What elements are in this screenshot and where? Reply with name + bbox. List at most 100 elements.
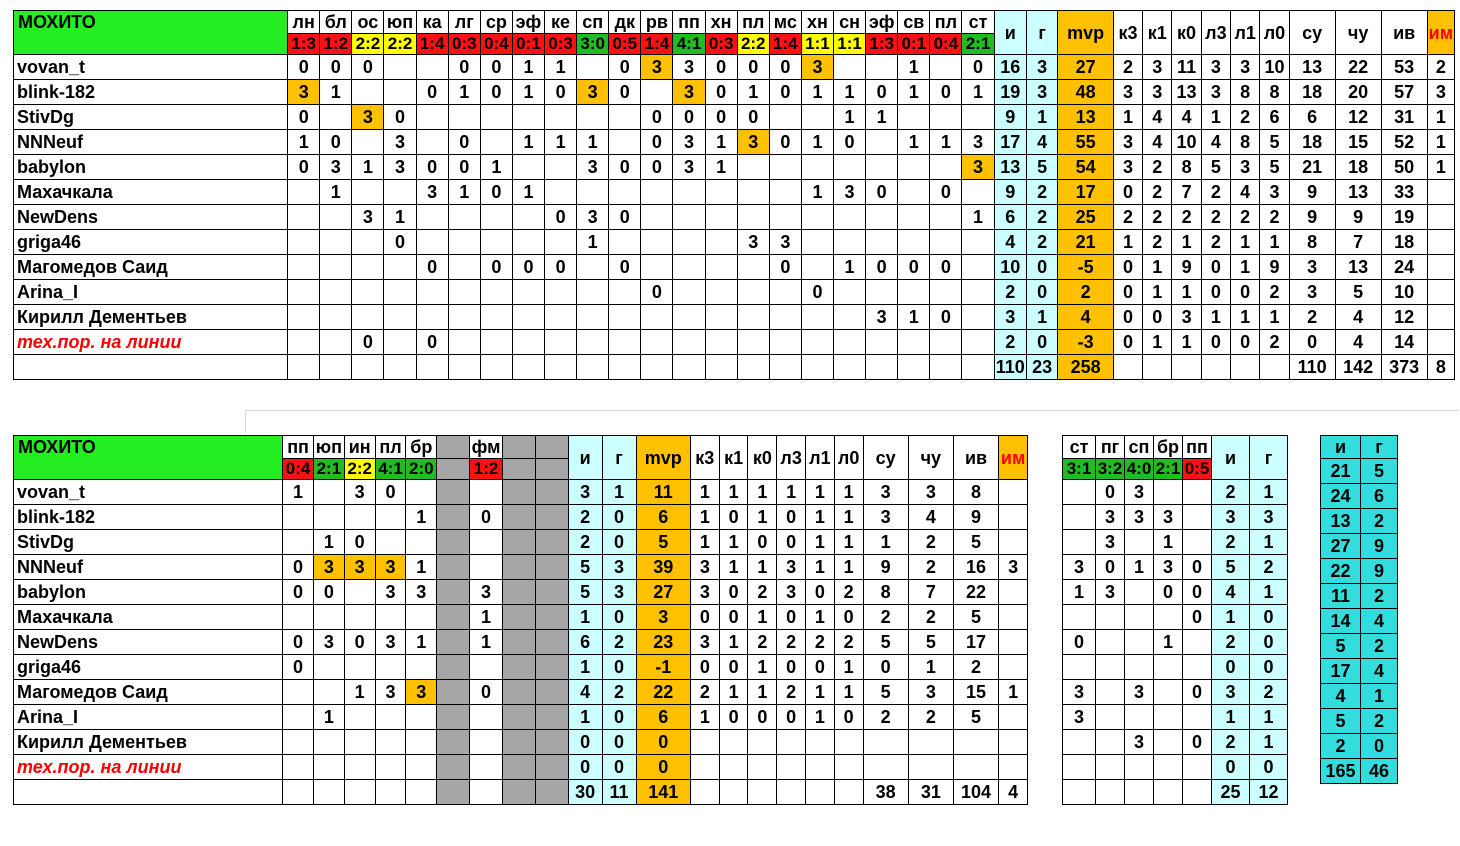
match-points: 3 — [374, 679, 407, 705]
match-points — [351, 79, 385, 105]
match-points — [501, 754, 536, 780]
stat-value: 48 — [1057, 79, 1114, 105]
match-points — [447, 229, 481, 255]
match-points — [768, 104, 802, 130]
match-points — [436, 504, 471, 530]
match-points — [282, 604, 314, 630]
match-points — [534, 479, 569, 505]
match-points: 0 — [704, 54, 738, 80]
stat-value: 13 — [1171, 79, 1202, 105]
stat-value: 0 — [1025, 254, 1059, 280]
match-points: 3 — [312, 554, 345, 580]
stat-value: 8 — [1230, 79, 1261, 105]
stat-value: 16 — [993, 54, 1027, 80]
match-points — [736, 154, 770, 180]
match-points — [1062, 529, 1096, 555]
match-score — [534, 458, 569, 480]
match-points — [897, 154, 931, 180]
stat-value — [998, 479, 1028, 505]
stat-value: 2 — [1259, 204, 1290, 230]
stat-value: 3 — [1211, 504, 1250, 530]
match-points: 0 — [374, 479, 407, 505]
stat-value: 0 — [601, 504, 637, 530]
total-value: 165 — [1320, 758, 1361, 784]
stat-value: 0 — [1249, 654, 1288, 680]
stat-value: 1 — [718, 479, 749, 505]
match-opponent: пл — [929, 10, 963, 34]
match-points — [501, 654, 536, 680]
match-points: 0 — [282, 579, 314, 605]
match-points — [800, 204, 835, 230]
stat-value: 0 — [776, 504, 806, 530]
match-points — [544, 329, 578, 355]
stat-value: 3 — [601, 554, 637, 580]
match-score: 0:1 — [511, 33, 546, 55]
total-value: 11 — [601, 779, 637, 805]
stat-value — [998, 504, 1028, 530]
stat-header: и — [993, 10, 1027, 55]
stat-value: 2 — [907, 529, 954, 555]
stat-value: 1 — [689, 529, 720, 555]
match-points: 3 — [351, 104, 385, 130]
match-points — [897, 279, 931, 305]
stat-value: 5 — [1259, 129, 1290, 155]
empty-cell — [704, 354, 738, 380]
match-points — [511, 104, 546, 130]
match-points: 1 — [319, 179, 353, 205]
stat-value: -5 — [1057, 254, 1114, 280]
match-points: 1 — [319, 79, 353, 105]
stat-value: 1 — [1259, 304, 1290, 330]
stat-value: 0 — [1211, 654, 1250, 680]
stat-value: 0 — [567, 729, 603, 755]
match-points — [1095, 704, 1125, 730]
stat-value: 13 — [1334, 254, 1382, 280]
stat-value: 1 — [1112, 104, 1144, 130]
match-points — [405, 654, 438, 680]
stat-value — [805, 754, 835, 780]
stat-value: 9 — [1360, 533, 1398, 559]
match-points: 3 — [405, 579, 438, 605]
stat-header: л0 — [1259, 10, 1290, 55]
match-points: 1 — [800, 179, 835, 205]
stat-value: 13 — [1320, 508, 1361, 534]
match-points: 0 — [865, 79, 899, 105]
stat-value: 1 — [718, 554, 749, 580]
player-name: vovan_t — [12, 479, 284, 505]
match-points — [415, 104, 449, 130]
stat-value: 1 — [1171, 229, 1202, 255]
stat-value: 1 — [833, 654, 864, 680]
match-points: 3 — [405, 679, 438, 705]
match-opponent: ин — [343, 435, 376, 459]
match-points — [1124, 754, 1154, 780]
stat-value: 10 — [1380, 279, 1428, 305]
match-points — [501, 679, 536, 705]
match-points — [511, 304, 546, 330]
stat-value: 3 — [1200, 79, 1232, 105]
stat-value: 1 — [805, 554, 835, 580]
stat-value: 4 — [1211, 579, 1250, 605]
match-points — [436, 604, 471, 630]
match-points — [405, 529, 438, 555]
match-points: 1 — [576, 229, 610, 255]
match-points — [1182, 654, 1212, 680]
match-score: 2:1 — [1153, 458, 1183, 480]
match-score: 1:3 — [865, 33, 899, 55]
stat-value: 0 — [1200, 279, 1232, 305]
stat-value: 11 — [1171, 54, 1202, 80]
match-points — [640, 79, 674, 105]
match-points: 0 — [929, 179, 963, 205]
stat-value — [776, 754, 806, 780]
match-points — [704, 254, 738, 280]
stat-value: 2 — [1249, 679, 1288, 705]
stat-value: 1 — [1426, 129, 1456, 155]
match-points: 0 — [415, 329, 449, 355]
match-points — [436, 479, 471, 505]
match-score: 3:1 — [1062, 458, 1096, 480]
stat-value: 1 — [1426, 154, 1456, 180]
match-points — [897, 104, 931, 130]
stat-header: л1 — [805, 435, 835, 480]
stat-value — [952, 754, 1000, 780]
match-points — [501, 504, 536, 530]
stat-value: 12 — [1380, 304, 1428, 330]
stat-value: 3 — [1230, 154, 1261, 180]
